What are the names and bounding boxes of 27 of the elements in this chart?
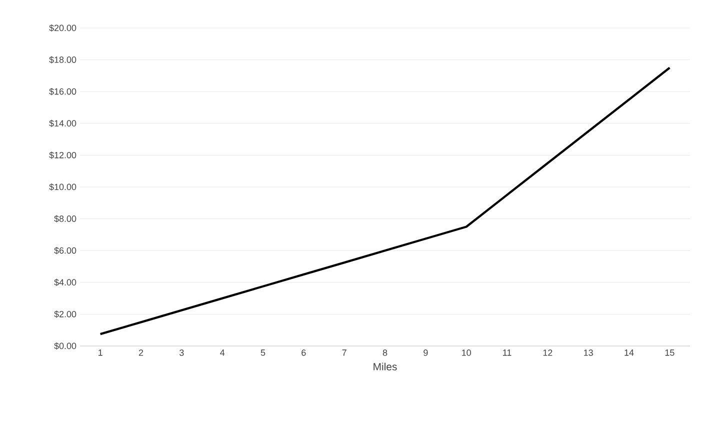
y-tick-label: $6.00	[54, 246, 76, 254]
x-tick-label: 14	[624, 350, 634, 356]
x-tick-label: 13	[584, 350, 593, 356]
x-tick-label: 15	[665, 350, 674, 356]
x-tick-label: 4	[220, 350, 225, 356]
y-tick-label: $18.00	[49, 56, 76, 64]
y-tick-label: $4.00	[54, 278, 76, 286]
y-tick-label: $2.00	[54, 310, 76, 318]
y-tick-label: $12.00	[49, 152, 76, 159]
x-tick-label: 11	[503, 350, 512, 356]
y-tick-label: $14.00	[49, 120, 76, 128]
x-tick-label: 10	[462, 350, 471, 356]
x-tick-label: 1	[98, 350, 102, 356]
x-tick-label: 3	[180, 350, 184, 356]
y-tick-label: $0.00	[54, 342, 76, 350]
x-tick-label: 6	[302, 350, 306, 356]
y-tick-label: $8.00	[54, 215, 76, 222]
x-axis-title: Miles	[374, 362, 397, 370]
x-tick-label: 5	[260, 350, 266, 356]
x-tick-label: 12	[543, 350, 552, 356]
y-tick-label: $16.00	[49, 88, 76, 96]
y-tick-label: $20.00	[49, 24, 76, 32]
x-tick-label: 9	[424, 350, 428, 356]
y-tick-label: $10.00	[49, 183, 76, 191]
x-tick-label: 2	[138, 350, 144, 356]
x-tick-label: 8	[382, 350, 388, 356]
x-tick-label: 7	[342, 350, 346, 356]
